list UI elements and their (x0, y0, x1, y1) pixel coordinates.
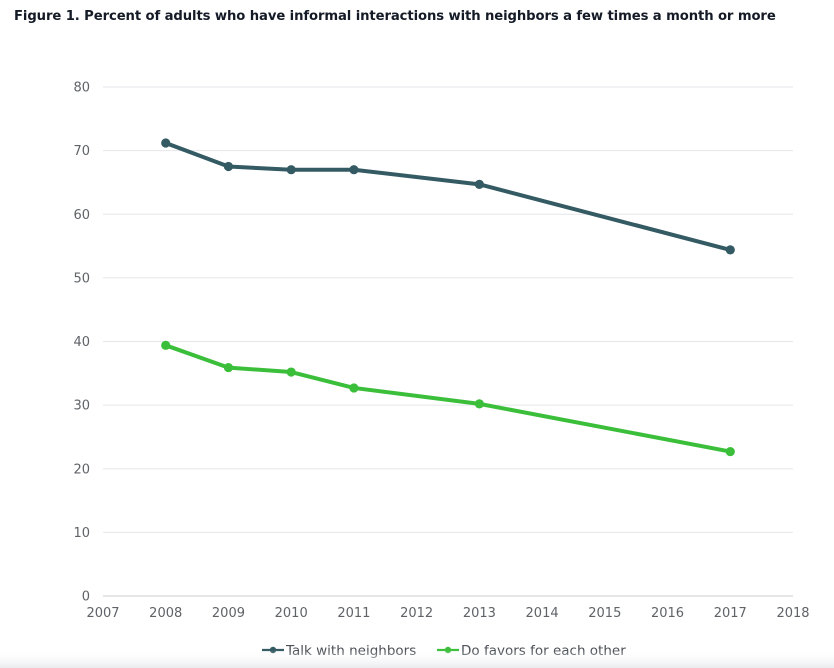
data-point-do-favors-for-each-other (725, 446, 735, 457)
data-point-do-favors-for-each-other (474, 399, 484, 409)
data-point-do-favors-for-each-other (161, 340, 171, 350)
y-tick-label: 30 (73, 399, 90, 414)
data-point-talk-with-neighbors (725, 245, 735, 255)
y-tick-label: 80 (73, 81, 90, 96)
y-tick-label: 20 (73, 462, 90, 477)
x-tick-label: 2013 (463, 606, 496, 621)
data-point-talk-with-neighbors (286, 165, 296, 175)
y-tick-label: 10 (73, 526, 90, 541)
y-tick-label: 40 (73, 335, 90, 350)
data-point-talk-with-neighbors (474, 179, 484, 189)
x-tick-label: 2007 (86, 606, 119, 621)
y-axis: 0 10 20 30 40 50 60 70 80 (73, 81, 90, 605)
data-point-talk-with-neighbors (223, 161, 234, 172)
gridlines (103, 86, 793, 597)
x-tick-label: 2018 (776, 606, 809, 621)
x-tick-label: 2012 (400, 606, 433, 621)
y-tick-label: 50 (73, 271, 90, 286)
x-tick-label: 2008 (149, 606, 182, 621)
chart-title: Figure 1. Percent of adults who have inf… (14, 9, 776, 24)
series-line-talk-with-neighbors (163, 140, 733, 252)
x-tick-label: 2014 (526, 606, 559, 621)
y-tick-label: 0 (82, 590, 90, 605)
series-group (161, 138, 735, 457)
data-point-talk-with-neighbors (349, 165, 359, 175)
series-line-do-favors-for-each-other (163, 343, 733, 454)
x-tick-label: 2015 (588, 606, 621, 621)
data-point-do-favors-for-each-other (286, 367, 296, 377)
y-tick-label: 60 (73, 208, 90, 223)
data-point-do-favors-for-each-other (223, 362, 234, 373)
y-tick-label: 70 (73, 144, 90, 159)
x-tick-label: 2010 (275, 606, 308, 621)
x-tick-label: 2016 (651, 606, 684, 621)
x-tick-label: 2009 (212, 606, 245, 621)
x-tick-label: 2011 (337, 606, 370, 621)
data-point-do-favors-for-each-other (349, 383, 359, 393)
x-tick-label: 2017 (714, 606, 747, 621)
data-point-talk-with-neighbors (161, 138, 171, 148)
x-axis: 2007 2008 2009 2010 2011 2012 2013 2014 2015 2016… (86, 606, 809, 621)
bottom-fade (0, 650, 834, 668)
